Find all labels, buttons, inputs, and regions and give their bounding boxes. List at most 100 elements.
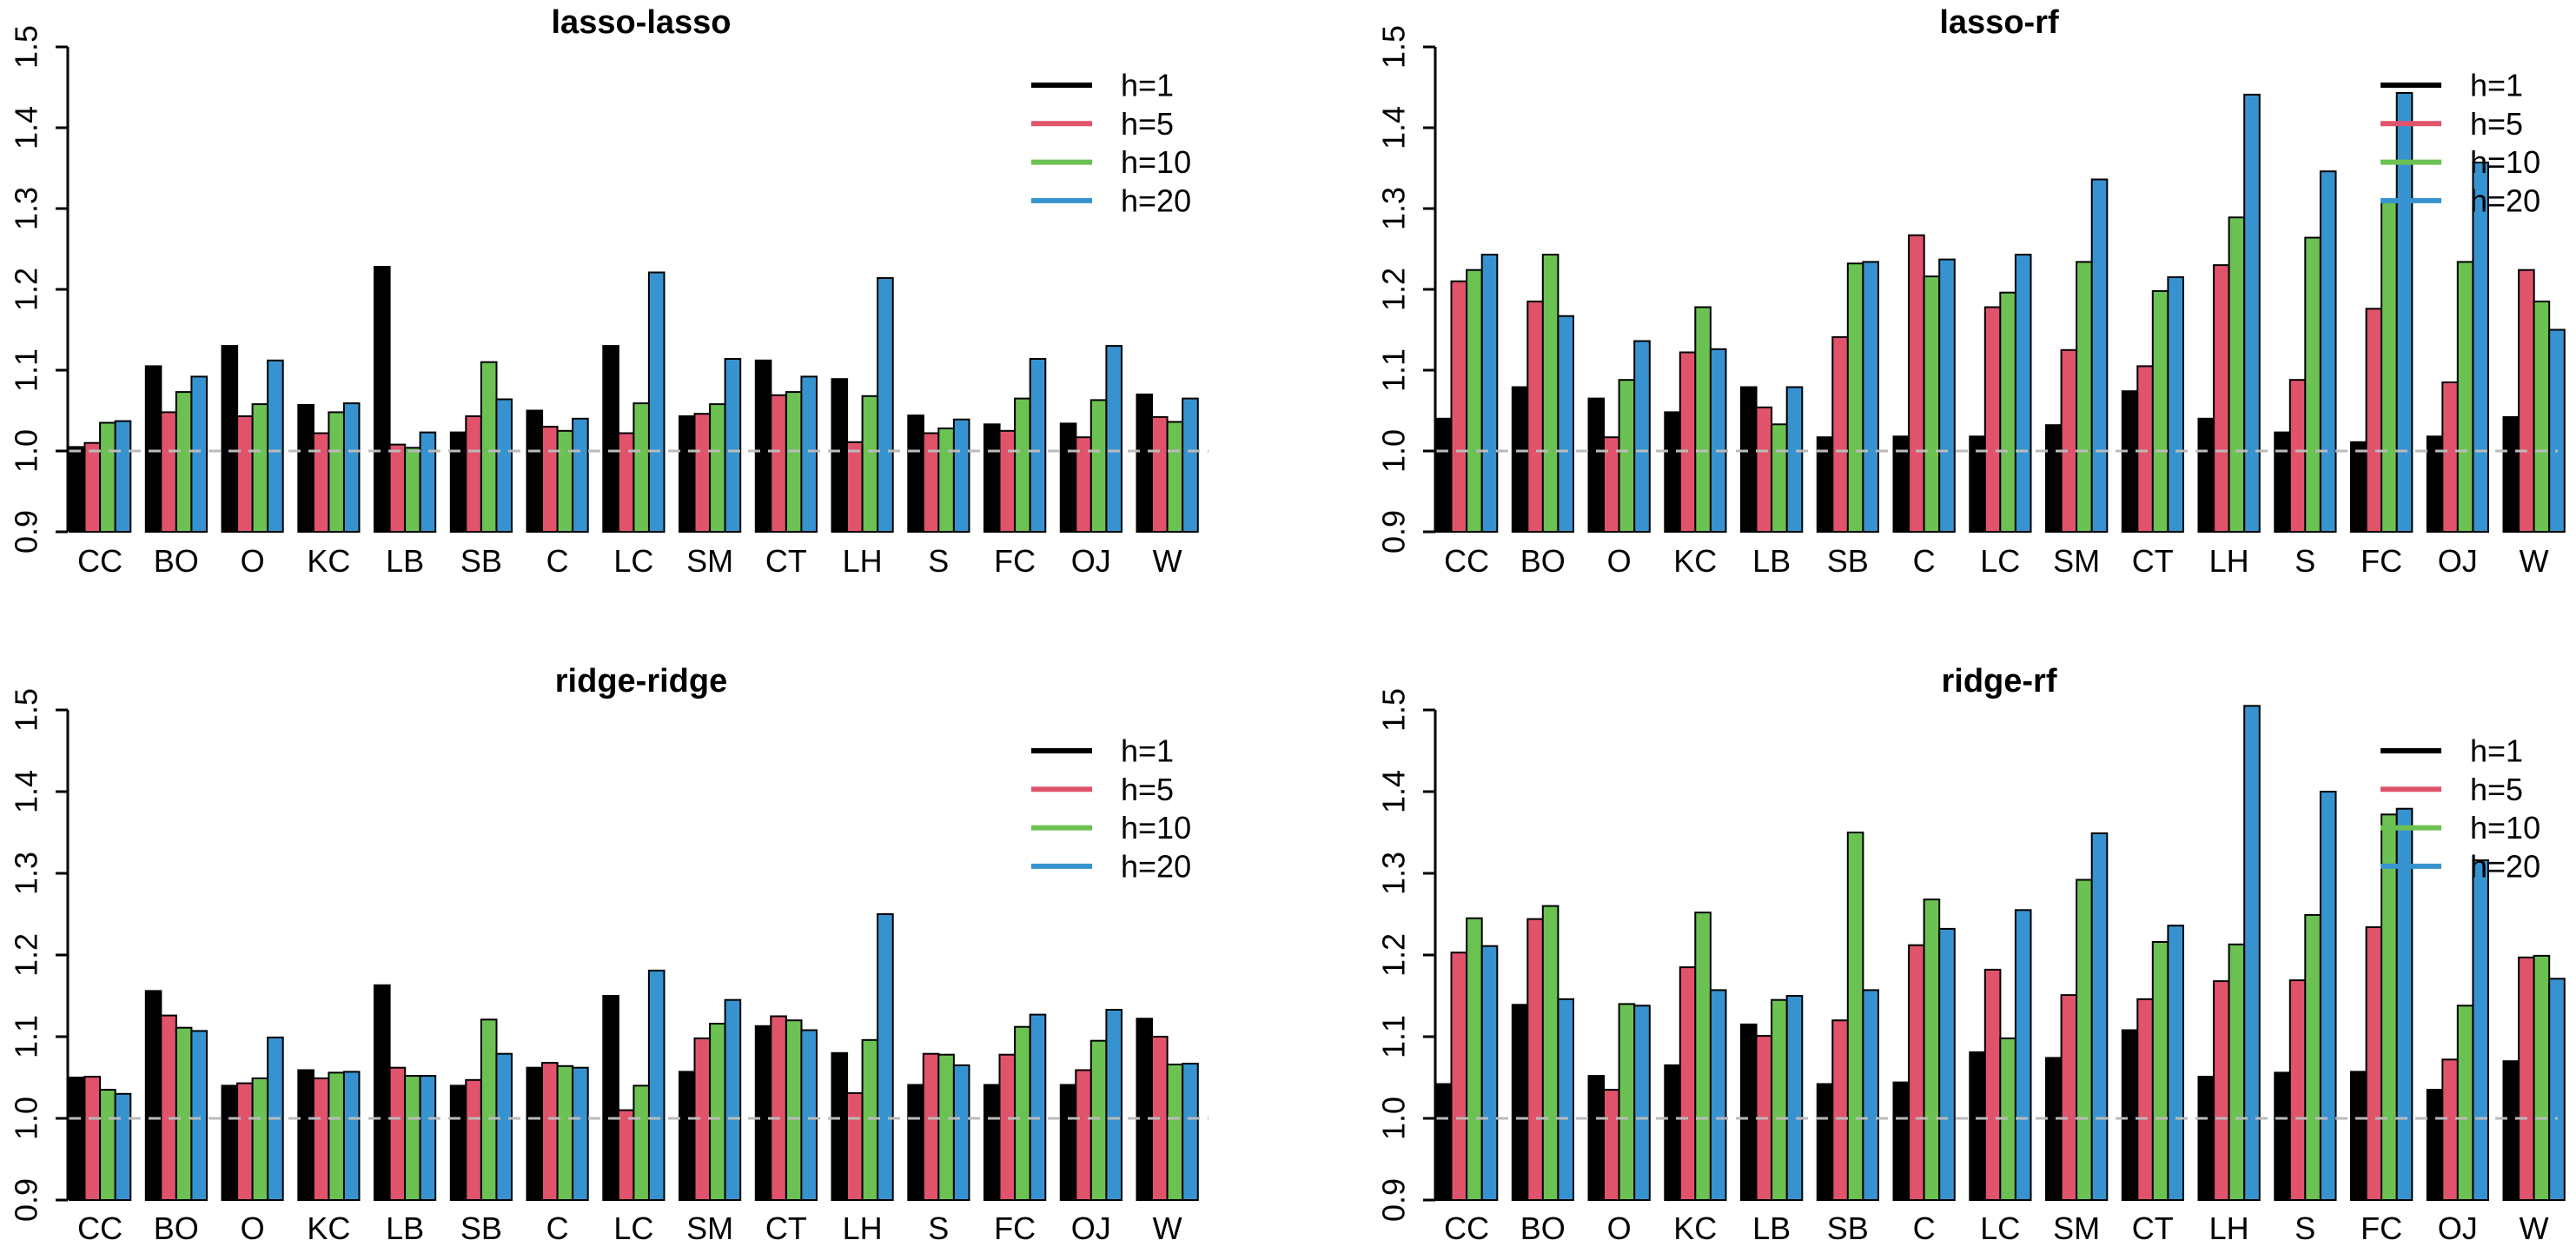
bar-ridge-rf-CT-h=20 <box>2167 925 2184 1201</box>
bar-ridge-ridge-S-h=10 <box>937 1053 955 1201</box>
bar-ridge-rf-SB-h=20 <box>1862 989 1879 1202</box>
bar-ridge-rf-CC-h=20 <box>1480 945 1499 1201</box>
bar-lasso-lasso-CT-h=20 <box>800 375 818 533</box>
bar-ridge-rf-LB-h=10 <box>1771 998 1788 1201</box>
bar-lasso-lasso-LC-h=5 <box>617 432 635 533</box>
bar-ridge-rf-CT-h=10 <box>2151 941 2169 1201</box>
x-category-label: SM <box>686 1210 733 1246</box>
x-category-label: W <box>2520 1210 2549 1246</box>
x-category-label: FC <box>2361 1210 2402 1246</box>
x-category-label: SB <box>1827 543 1869 579</box>
legend-label-h20: h=20 <box>1121 182 1191 218</box>
x-category-label: CT <box>765 1210 807 1246</box>
bar-lasso-lasso-SM-h=10 <box>709 403 726 533</box>
bar-lasso-lasso-OJ-h=20 <box>1105 345 1123 533</box>
bar-ridge-rf-FC-h=10 <box>2381 813 2398 1201</box>
bar-lasso-lasso-CC-h=5 <box>83 441 102 534</box>
bar-lasso-lasso-W-h=10 <box>1166 421 1184 533</box>
y-tick-label: 1.5 <box>1376 25 1412 69</box>
x-category-label: CC <box>77 1210 123 1246</box>
bar-lasso-lasso-SM-h=1 <box>679 415 696 533</box>
y-tick-label: 1.1 <box>1376 348 1412 392</box>
bar-ridge-ridge-C-h=20 <box>572 1066 589 1201</box>
bar-lasso-lasso-FC-h=1 <box>983 423 1001 533</box>
x-category-label: FC <box>2361 543 2402 579</box>
bar-lasso-rf-OJ-h=20 <box>2472 162 2489 533</box>
bar-lasso-rf-FC-h=5 <box>2365 308 2383 533</box>
bar-lasso-lasso-SM-h=20 <box>724 358 742 533</box>
bar-ridge-rf-SB-h=1 <box>1816 1083 1834 1201</box>
x-category-label: FC <box>994 543 1036 579</box>
chart-panel-ridge-rf: 0.9 1.0 1.1 1.2 1.3 1.4 1.5 CC BO O KC LB SB C LC SM CT L… <box>1376 663 2566 1246</box>
bar-lasso-lasso-FC-h=20 <box>1029 358 1047 533</box>
legend-label-h1: h=1 <box>2470 68 2523 103</box>
x-category-label: S <box>2295 543 2315 579</box>
bar-ridge-rf-SM-h=20 <box>2090 832 2109 1202</box>
bar-lasso-rf-FC-h=1 <box>2350 441 2367 533</box>
x-category-label: BO <box>154 543 199 579</box>
legend-label-h10: h=10 <box>2470 144 2540 180</box>
bar-ridge-ridge-CT-h=5 <box>770 1015 787 1201</box>
bar-ridge-rf-KC-h=5 <box>1679 966 1697 1201</box>
bar-ridge-ridge-SB-h=20 <box>495 1052 513 1201</box>
bar-ridge-rf-FC-h=1 <box>2350 1071 2367 1202</box>
bar-lasso-lasso-LH-h=20 <box>877 277 894 533</box>
y-tick-label: 1.4 <box>1376 770 1412 813</box>
y-tick-label: 1.0 <box>9 1097 44 1140</box>
bar-lasso-rf-KC-h=1 <box>1664 411 1681 533</box>
bar-lasso-rf-O-h=1 <box>1587 397 1606 533</box>
bar-ridge-ridge-W-h=10 <box>1166 1064 1184 1201</box>
x-category-label: LB <box>1752 1210 1791 1246</box>
x-category-label: CC <box>1444 543 1489 579</box>
x-category-label: W <box>1153 1210 1182 1246</box>
bar-lasso-rf-CC-h=10 <box>1466 269 1483 533</box>
x-category-label: LH <box>2209 1210 2249 1246</box>
y-tick-label: 0.9 <box>1376 510 1412 554</box>
y-tick-label: 1.2 <box>1376 933 1412 977</box>
y-tick-label: 1.1 <box>1376 1015 1412 1058</box>
x-category-label: SM <box>2053 543 2100 579</box>
x-category-label: O <box>1607 543 1632 579</box>
bar-lasso-lasso-C-h=20 <box>572 417 589 533</box>
x-category-label: KC <box>307 1210 350 1246</box>
bar-lasso-rf-KC-h=10 <box>1694 306 1712 533</box>
bar-lasso-lasso-W-h=20 <box>1182 397 1199 533</box>
bar-ridge-rf-OJ-h=5 <box>2441 1058 2459 1202</box>
bar-lasso-rf-C-h=5 <box>1908 234 1925 533</box>
bar-lasso-lasso-LB-h=5 <box>388 443 407 534</box>
bar-lasso-lasso-S-h=10 <box>937 428 955 533</box>
bar-ridge-ridge-SB-h=5 <box>465 1078 482 1202</box>
x-category-label: O <box>241 543 265 579</box>
bar-ridge-rf-OJ-h=1 <box>2426 1089 2444 1201</box>
legend-label-h5: h=5 <box>1121 106 1174 142</box>
bar-ridge-rf-CC-h=10 <box>1466 917 1483 1201</box>
chart-title: lasso-lasso <box>552 4 732 41</box>
bar-lasso-lasso-LC-h=20 <box>647 271 666 533</box>
bar-ridge-ridge-CC-h=1 <box>69 1077 86 1201</box>
bar-lasso-rf-CC-h=5 <box>1450 280 1468 533</box>
bar-lasso-lasso-CT-h=10 <box>785 391 803 533</box>
bar-lasso-rf-W-h=1 <box>2502 415 2520 533</box>
bar-lasso-lasso-BO-h=5 <box>160 411 177 533</box>
bar-ridge-ridge-FC-h=10 <box>1014 1025 1031 1201</box>
x-category-label: S <box>928 543 949 579</box>
bar-lasso-rf-O-h=20 <box>1633 340 1651 533</box>
y-tick-label: 1.5 <box>1376 688 1412 732</box>
x-category-label: O <box>1607 1210 1632 1246</box>
bar-ridge-ridge-LB-h=5 <box>388 1066 407 1201</box>
bar-lasso-rf-CC-h=1 <box>1435 417 1453 533</box>
bar-lasso-rf-S-h=10 <box>2304 236 2321 533</box>
legend-label-h5: h=5 <box>1121 772 1174 807</box>
bar-lasso-lasso-LC-h=1 <box>602 345 619 533</box>
bar-ridge-rf-CT-h=1 <box>2121 1029 2139 1201</box>
bar-ridge-ridge-O-h=5 <box>236 1082 254 1201</box>
bar-lasso-lasso-BO-h=20 <box>190 375 208 533</box>
legend-label-h1: h=1 <box>1121 68 1174 103</box>
bar-ridge-rf-W-h=20 <box>2548 978 2566 1202</box>
x-category-label: C <box>546 543 569 579</box>
bar-ridge-ridge-CT-h=1 <box>754 1025 772 1202</box>
bar-ridge-rf-LC-h=1 <box>1969 1051 1986 1202</box>
bar-lasso-rf-BO-h=1 <box>1511 386 1529 533</box>
bar-ridge-rf-O-h=20 <box>1633 1005 1651 1202</box>
